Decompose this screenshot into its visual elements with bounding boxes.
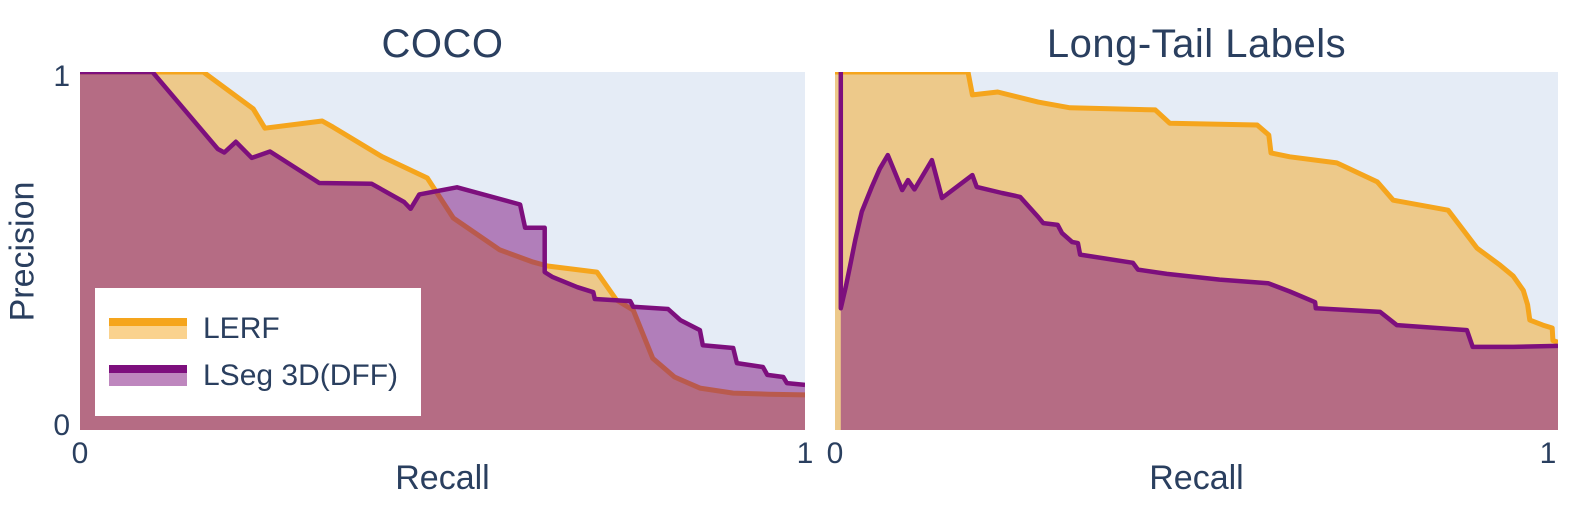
legend-box: LERF LSeg 3D(DFF) [95, 288, 421, 416]
y-tick-1: 1 [53, 60, 70, 93]
chart-title-coco: COCO [381, 22, 504, 66]
y-axis-label-wrap: Precision [0, 72, 46, 430]
x-axis-label-coco: Recall [395, 459, 490, 497]
legend-label-lerf: LERF [203, 312, 280, 345]
lerf-swatch-icon [109, 318, 187, 339]
lseg-swatch-icon [109, 365, 187, 386]
plot-area-coco: LERF LSeg 3D(DFF) [80, 72, 805, 430]
legend-item-lseg: LSeg 3D(DFF) [109, 359, 421, 392]
chart-title-longtail: Long-Tail Labels [1046, 22, 1347, 66]
y-axis-label: Precision [3, 181, 42, 321]
longtail-precision-recall-svg [835, 72, 1558, 430]
x-tick-longtail-0: 0 [826, 437, 844, 470]
x-tick-coco-0: 0 [71, 437, 89, 470]
x-tick-coco-1: 1 [796, 437, 814, 470]
plot-area-longtail [835, 72, 1558, 430]
x-axis-label-longtail: Recall [1149, 459, 1244, 497]
legend-item-lerf: LERF [109, 312, 421, 345]
y-tick-0: 0 [53, 409, 70, 442]
x-tick-longtail-1: 1 [1539, 437, 1557, 470]
legend-label-lseg: LSeg 3D(DFF) [203, 359, 399, 392]
